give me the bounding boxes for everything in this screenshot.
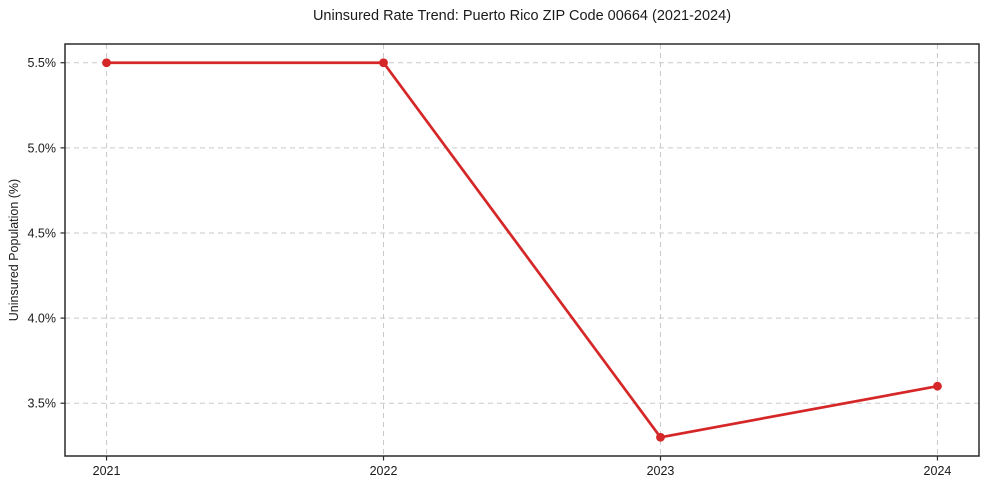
data-point-marker: [379, 58, 388, 68]
x-tick-label: 2023: [647, 464, 675, 478]
x-tick-label: 2024: [924, 464, 952, 478]
y-tick-label: 4.0%: [28, 312, 57, 326]
data-point-marker: [102, 58, 111, 68]
data-point-marker: [656, 432, 665, 442]
y-tick-label: 3.5%: [28, 397, 57, 411]
x-tick-label: 2022: [370, 464, 398, 478]
y-tick-label: 4.5%: [28, 226, 57, 240]
axes-frame: [64, 43, 980, 457]
y-tick-label: 5.5%: [28, 56, 57, 70]
trend-line: [105, 61, 939, 439]
x-tick-label: 2021: [93, 464, 121, 478]
chart-title: Uninsured Rate Trend: Puerto Rico ZIP Co…: [312, 8, 732, 24]
data-point-marker: [933, 381, 942, 391]
y-tick-label: 5.0%: [28, 141, 57, 155]
